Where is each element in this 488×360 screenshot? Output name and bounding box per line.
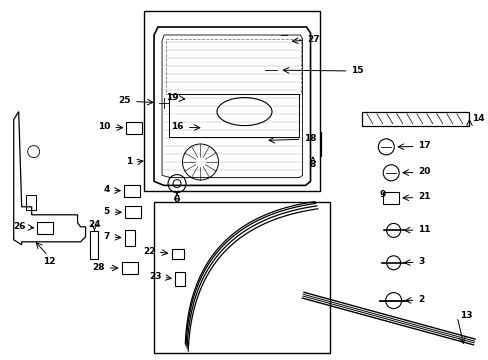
Bar: [124, 230, 134, 246]
Bar: [383, 192, 398, 204]
Text: 10: 10: [98, 122, 110, 131]
Text: 16: 16: [171, 122, 183, 131]
Bar: [175, 272, 184, 286]
Text: 15: 15: [350, 66, 363, 75]
Text: 6: 6: [174, 195, 180, 204]
Bar: [90, 231, 98, 259]
Bar: [361, 112, 468, 126]
Text: 4: 4: [103, 185, 109, 194]
Text: 23: 23: [148, 272, 161, 281]
Bar: [154, 202, 329, 353]
Text: 7: 7: [103, 232, 109, 241]
Bar: [203, 122, 219, 134]
Text: 17: 17: [417, 141, 430, 150]
Text: 2: 2: [417, 295, 424, 304]
Bar: [305, 132, 320, 156]
Text: 18: 18: [304, 134, 316, 143]
Text: 24: 24: [88, 220, 101, 229]
Bar: [125, 206, 141, 219]
Text: 14: 14: [471, 114, 484, 123]
Bar: [126, 122, 142, 134]
Bar: [122, 262, 137, 274]
Text: 26: 26: [13, 222, 25, 231]
Text: 5: 5: [103, 207, 109, 216]
Bar: [171, 249, 183, 259]
Text: 27: 27: [306, 35, 319, 44]
Text: 13: 13: [459, 310, 471, 320]
Bar: [215, 125, 264, 156]
Bar: [169, 94, 298, 137]
Bar: [38, 222, 53, 234]
Bar: [124, 185, 140, 197]
Text: 8: 8: [309, 160, 315, 169]
Bar: [185, 90, 261, 108]
Text: 28: 28: [92, 263, 105, 271]
Text: 20: 20: [417, 167, 429, 176]
Text: 19: 19: [165, 94, 178, 102]
Text: 1: 1: [125, 158, 132, 166]
Text: 3: 3: [417, 257, 424, 266]
Bar: [166, 39, 300, 94]
Text: 25: 25: [118, 96, 131, 105]
Text: 22: 22: [142, 247, 155, 256]
Text: 9: 9: [378, 190, 385, 199]
Text: 11: 11: [417, 225, 430, 234]
Bar: [144, 11, 320, 191]
Text: 21: 21: [417, 192, 430, 202]
Text: 12: 12: [42, 257, 55, 266]
